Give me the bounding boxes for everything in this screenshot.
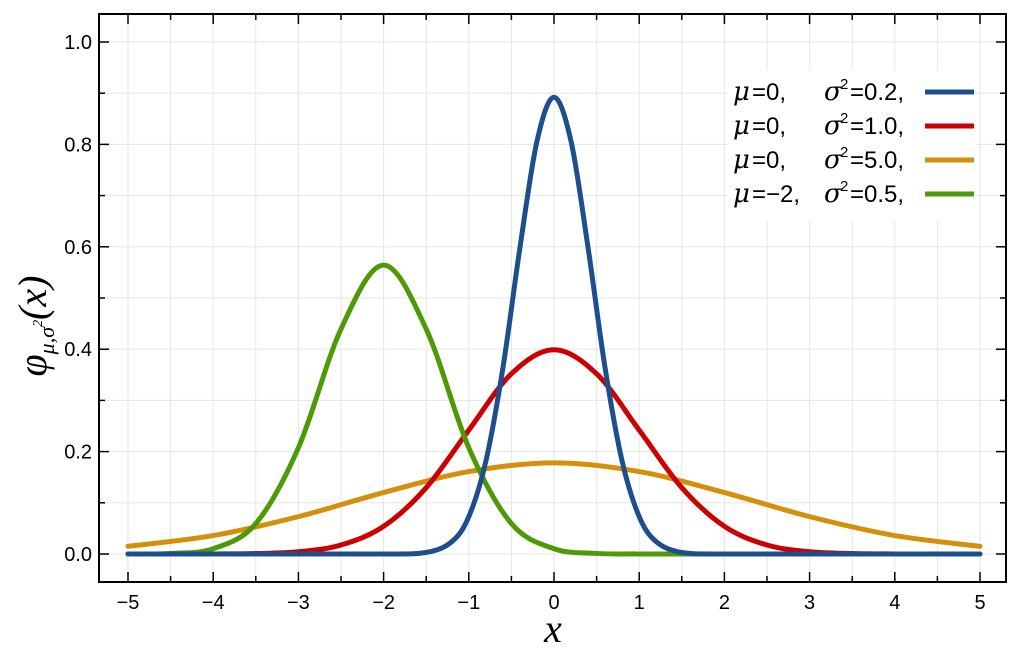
legend-sigma-superscript: 2: [840, 178, 848, 195]
x-tick-label: 4: [889, 592, 900, 614]
x-tick-label: −3: [287, 592, 310, 614]
legend-sigma-symbol: σ: [824, 77, 843, 107]
legend-sigma-superscript: 2: [840, 110, 848, 127]
x-tick-label: 2: [719, 592, 730, 614]
legend-entry: μ =0, σ2 =1.0,: [733, 110, 974, 141]
legend-sigma-symbol: σ: [824, 111, 843, 141]
legend: μ =0, σ2 =0.2,μ =0, σ2 =1.0,μ =0, σ2 =5.0,μ =−2, σ2…: [728, 70, 976, 220]
y-tick-label: 0.2: [64, 442, 92, 464]
legend-sigma-symbol: σ: [824, 179, 843, 209]
x-tick-label: −5: [117, 592, 140, 614]
x-axis-label: x: [543, 606, 562, 651]
y-label-subscript-sup: 2: [31, 320, 46, 327]
curves: [125, 94, 983, 557]
y-tick-label: 1.0: [64, 32, 92, 54]
axis-ticks: [99, 14, 1006, 582]
y-tick-label: 0.8: [64, 134, 92, 156]
legend-sigma-symbol: σ: [824, 145, 843, 175]
legend-entry: μ =0, σ2 =5.0,: [733, 144, 974, 175]
x-tick-label: −4: [202, 592, 225, 614]
legend-mu-symbol: μ: [733, 111, 750, 141]
legend-mu-value: =0,: [752, 79, 786, 106]
y-label-base: φ: [10, 354, 55, 376]
legend-mu-value: =0,: [752, 147, 786, 174]
y-tick-label: 0.4: [64, 339, 92, 361]
legend-mu-value: =−2,: [752, 181, 800, 208]
series-line-2: [125, 460, 983, 549]
x-tick-label: 5: [974, 592, 985, 614]
tick-labels: −5 −4 −3 −2 −1 0 1 2 3 4 5 0.0 0.2 0.4 0.6 0.8 1.0: [64, 32, 985, 614]
x-tick-label: −1: [457, 592, 480, 614]
legend-sigma-value: =1.0,: [850, 113, 904, 140]
legend-mu-value: =0,: [752, 113, 786, 140]
x-tick-label: 0: [548, 592, 559, 614]
x-tick-label: 1: [634, 592, 645, 614]
series-line-0: [125, 94, 983, 557]
y-tick-label: 0.6: [64, 237, 92, 259]
legend-sigma-value: =5.0,: [850, 147, 904, 174]
svg-text:φμ,σ2(x): φμ,σ2(x): [10, 276, 59, 377]
legend-sigma-superscript: 2: [840, 144, 848, 161]
legend-mu-symbol: μ: [733, 145, 750, 175]
y-axis-label: φμ,σ2(x): [10, 276, 59, 377]
x-tick-label: −2: [372, 592, 395, 614]
y-label-subscript: μ,σ: [34, 326, 59, 356]
x-tick-label: 3: [804, 592, 815, 614]
y-tick-label: 0.0: [64, 544, 92, 566]
legend-entry: μ =0, σ2 =0.2,: [733, 76, 974, 107]
legend-mu-symbol: μ: [733, 179, 750, 209]
legend-sigma-value: =0.2,: [850, 79, 904, 106]
legend-sigma-value: =0.5,: [850, 181, 904, 208]
legend-entry: μ =−2, σ2 =0.5,: [733, 178, 974, 209]
legend-mu-symbol: μ: [733, 77, 750, 107]
legend-sigma-superscript: 2: [840, 76, 848, 93]
y-label-argument: (x): [10, 276, 55, 320]
